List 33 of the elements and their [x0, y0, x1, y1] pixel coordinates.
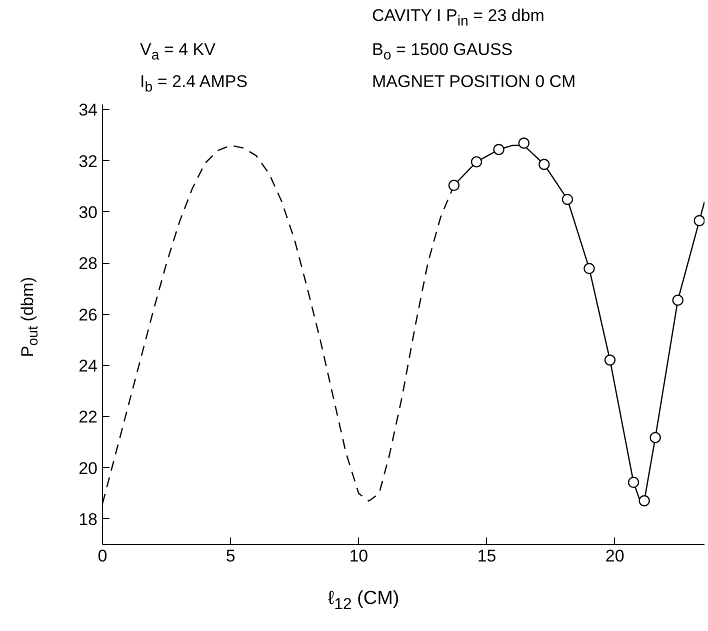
x-tick-label: 20: [605, 546, 624, 566]
point: [493, 144, 504, 156]
text: MAGNET POSITION 0 CM: [372, 71, 576, 93]
y-tick-label: 26: [78, 305, 98, 324]
point: [650, 432, 661, 444]
x-axis-title: ℓ$_{12}$ (CM): [328, 587, 400, 615]
point: [638, 495, 650, 506]
text: CAVITY I P$_{in}$ = 23 dbm: [372, 5, 544, 32]
point: [538, 158, 550, 170]
x-tick-label: 0: [98, 546, 108, 566]
point: [518, 138, 530, 149]
x-tick-label: 5: [226, 546, 236, 566]
y-tick-label: 32: [78, 152, 98, 171]
x-tick-label: 15: [477, 546, 496, 566]
y-tick-label: 18: [78, 510, 98, 529]
point: [694, 215, 704, 226]
point: [672, 294, 684, 306]
text: B$_{o}$ = 1500 GAUSS: [372, 39, 513, 66]
x-tick-label: 10: [349, 546, 368, 566]
point: [562, 194, 574, 205]
y-tick-label: 22: [78, 408, 98, 427]
point: [470, 156, 482, 168]
y-tick-label: 28: [78, 254, 98, 274]
point: [628, 476, 640, 488]
point: [584, 262, 595, 274]
y-tick-label: 20: [78, 458, 98, 478]
y-tick-label: 24: [78, 356, 98, 376]
text: I$_{b}$ = 2.4 AMPS: [140, 71, 248, 98]
point: [604, 354, 616, 366]
y-tick-label: 30: [78, 202, 98, 222]
point: [448, 180, 460, 191]
y-tick-label: 34: [78, 100, 98, 120]
text: V$_{a}$ = 4 KV: [140, 39, 216, 66]
